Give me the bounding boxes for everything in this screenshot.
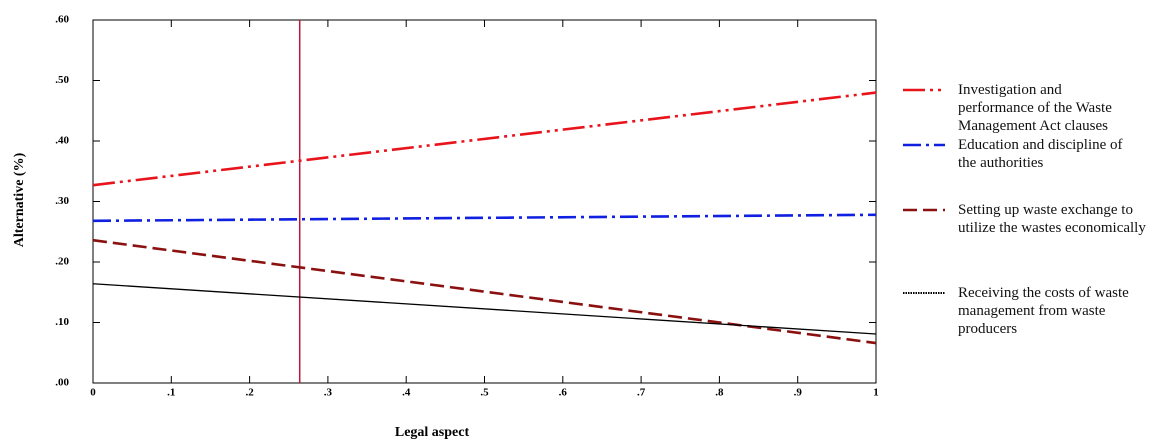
y-axis-label: Alternative (%) [12,152,27,247]
y-tick-label: .00 [55,377,69,389]
x-tick-label: .6 [559,387,568,399]
y-tick-label: .50 [55,74,69,86]
y-tick-label: .60 [55,14,69,26]
legend-label: Investigation and performance of the Was… [958,82,1112,134]
x-tick-label: .3 [324,387,333,399]
y-tick-label: .30 [55,195,69,207]
series-line [92,238,877,345]
series-line [92,213,877,223]
y-tick-label: .40 [55,135,69,147]
x-tick-label: .5 [480,387,489,399]
x-tick-label: .8 [715,387,724,399]
legend-label: Setting up waste exchange to utilize the… [958,202,1146,236]
x-tick-label: .7 [637,387,646,399]
x-tick-label: .2 [245,387,254,399]
legend-label: Receiving the costs of waste management … [958,285,1129,337]
x-tick-label: .9 [794,387,803,399]
x-axis-label: Legal aspect [395,425,470,440]
series-line [92,283,877,335]
x-tick-label: 0 [90,387,96,399]
x-tick-label: 1 [873,387,879,399]
y-tick-label: .20 [55,256,69,268]
series-line [92,91,877,187]
x-tick-label: .1 [167,387,175,399]
legend-label: Education and discipline of the authorit… [958,137,1123,171]
x-tick-label: .4 [402,387,411,399]
y-tick-label: .10 [55,316,69,328]
